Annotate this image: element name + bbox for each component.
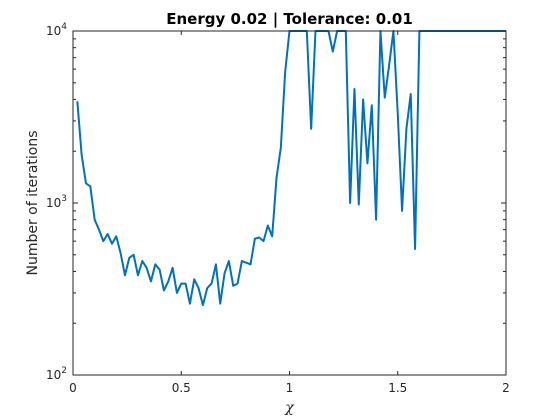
x-tick-label: 1 bbox=[286, 381, 294, 395]
chart-title: Energy 0.02 | Tolerance: 0.01 bbox=[166, 10, 413, 29]
y-tick-label: 103 bbox=[46, 194, 67, 210]
x-tick-label: 0.5 bbox=[172, 381, 191, 395]
x-axis-label: χ bbox=[284, 400, 295, 416]
x-tick-label: 0 bbox=[69, 381, 77, 395]
y-tick-label: 102 bbox=[46, 366, 67, 382]
y-axis-label: Number of iterations bbox=[25, 130, 41, 275]
x-tick-label: 1.5 bbox=[388, 381, 407, 395]
axes-box bbox=[72, 30, 507, 376]
x-tick-label: 2 bbox=[502, 381, 510, 395]
plot-area bbox=[73, 31, 506, 375]
tick-labels: 0 0.5 1 1.5 2 102 103 104 bbox=[46, 22, 510, 395]
y-tick-label: 104 bbox=[46, 22, 67, 38]
